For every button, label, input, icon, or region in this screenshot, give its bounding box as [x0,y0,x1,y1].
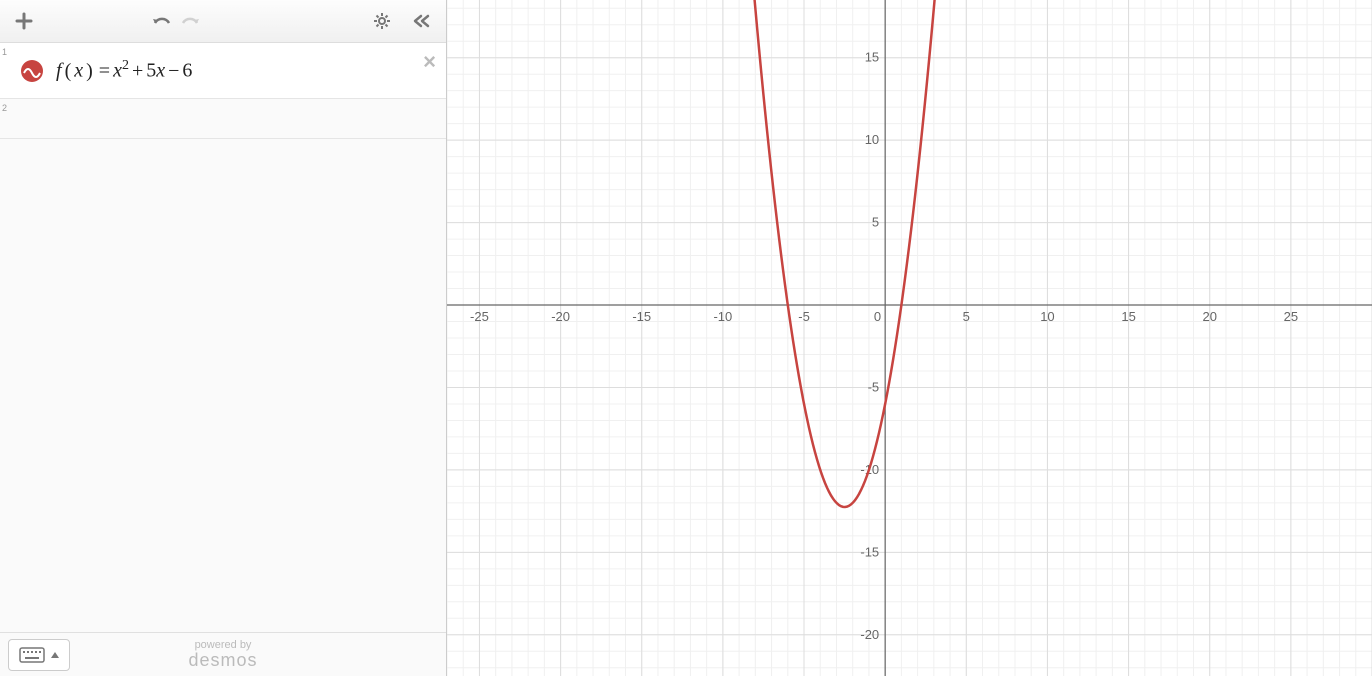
svg-text:-15: -15 [860,544,879,559]
graph-svg: -25-20-15-10-50510152025-20-15-10-551015 [447,0,1372,676]
row-index: 2 [0,99,12,113]
svg-text:-5: -5 [798,309,810,324]
svg-text:10: 10 [865,132,879,147]
svg-text:10: 10 [1040,309,1054,324]
svg-text:20: 20 [1202,309,1216,324]
svg-text:5: 5 [963,309,970,324]
svg-text:0: 0 [874,309,881,324]
svg-text:-20: -20 [551,309,570,324]
close-icon[interactable]: × [423,49,436,75]
expression-content[interactable]: f(x)=x2+5x−6 [52,50,446,91]
add-button[interactable] [10,7,38,35]
expression-list: 1 f(x)=x2+5x−6 × 2 [0,43,446,632]
row-index: 1 [0,43,12,57]
svg-text:25: 25 [1284,309,1298,324]
graph-area[interactable]: -25-20-15-10-50510152025-20-15-10-551015 [447,0,1372,676]
expression-row[interactable]: 1 f(x)=x2+5x−6 × [0,43,446,99]
keyboard-button[interactable] [8,639,70,671]
svg-text:-15: -15 [632,309,651,324]
expression-row[interactable]: 2 [0,99,446,139]
svg-text:5: 5 [872,215,879,230]
svg-text:-10: -10 [713,309,732,324]
svg-text:-5: -5 [868,379,880,394]
sidebar-footer: powered by desmos [0,632,446,676]
sidebar-toolbar [0,0,446,43]
settings-button[interactable] [368,7,396,35]
redo-button[interactable] [176,7,204,35]
svg-text:-20: -20 [860,627,879,642]
svg-text:15: 15 [865,50,879,65]
powered-by: powered by desmos [70,639,376,671]
collapse-button[interactable] [408,7,436,35]
svg-text:-25: -25 [470,309,489,324]
function-icon[interactable] [18,57,46,85]
svg-text:15: 15 [1121,309,1135,324]
undo-button[interactable] [148,7,176,35]
expression-sidebar: 1 f(x)=x2+5x−6 × 2 powered by desmos [0,0,447,676]
